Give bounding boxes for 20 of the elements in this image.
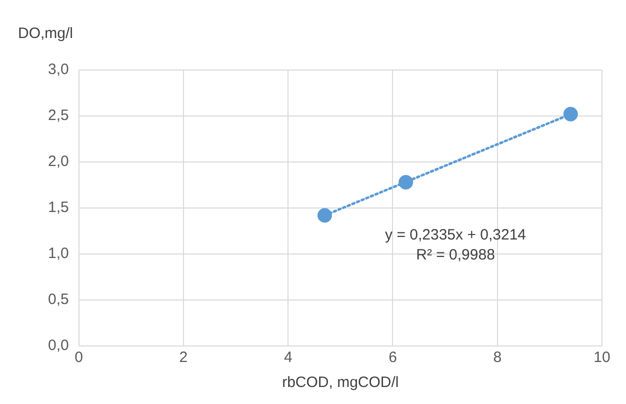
y-axis-title: DO,mg/l [18, 25, 74, 42]
x-tick-label: 6 [388, 349, 397, 366]
annotation: R² = 0,9988 [416, 246, 495, 264]
point [317, 208, 332, 223]
x-axis-title: rbCOD, mgCOD/l [282, 374, 399, 392]
x-tick-label: 0 [74, 349, 84, 366]
x-tick-label: 10 [594, 349, 610, 366]
x-tick-label: 8 [493, 349, 502, 366]
y-tick-label: 1,0 [48, 245, 69, 262]
x-tick-label: 4 [284, 349, 292, 366]
x-tick-label: 2 [179, 349, 188, 366]
y-tick-label: 3,0 [48, 61, 69, 78]
point [563, 106, 578, 122]
y-tick-label: 2,0 [48, 153, 69, 170]
y-tick-label: 1,5 [48, 199, 69, 216]
point [398, 174, 414, 190]
annotation: y = 0,2335x + 0,3214 [385, 226, 526, 244]
y-tick-label: 0,0 [48, 337, 69, 354]
y-tick-label: 2,5 [48, 107, 69, 124]
y-tick-label: 0,5 [48, 291, 69, 308]
